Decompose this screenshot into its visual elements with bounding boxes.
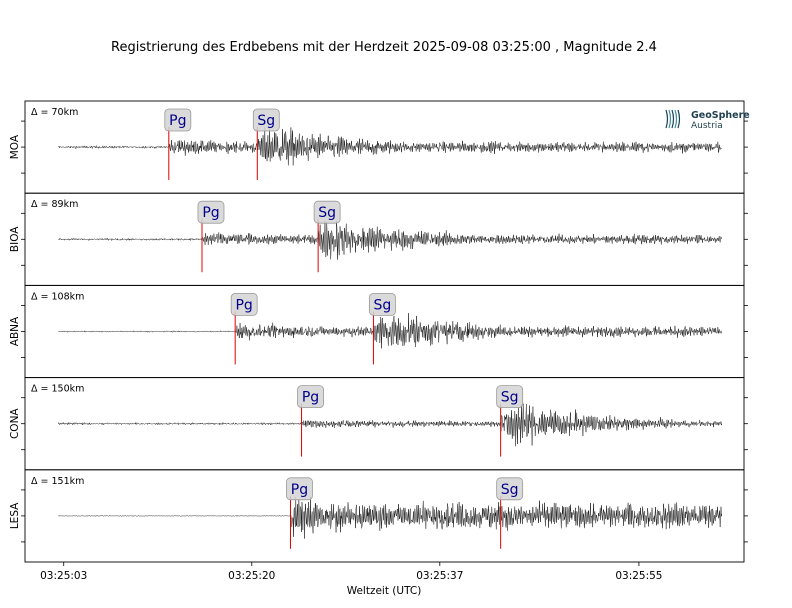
distance-label: Δ = 89km <box>31 199 78 210</box>
s-pick-label: Sg <box>374 297 392 313</box>
p-pick-box <box>297 385 324 409</box>
p-pick-box <box>286 477 313 501</box>
p-pick-box <box>230 292 258 316</box>
station-label: LESA <box>9 502 21 529</box>
station-panel-moa: MOA Δ = 70km Pg Sg <box>9 100 748 194</box>
p-pick-box <box>197 200 225 224</box>
distance-label: Δ = 108km <box>31 291 84 302</box>
x-tick-label: 03:25:20 <box>228 570 275 582</box>
chart-title: Registrierung des Erdbebens mit der Herd… <box>111 40 657 55</box>
s-pick-label: Sg <box>501 482 519 498</box>
waveform-trace <box>58 220 723 260</box>
waveform-trace <box>58 496 723 539</box>
x-tick-label: 03:25:37 <box>416 570 463 582</box>
p-pick-label: Pg <box>169 113 186 129</box>
waveform-trace <box>58 127 722 166</box>
x-tick-label: 03:25:55 <box>615 570 662 582</box>
distance-label: Δ = 70km <box>31 107 78 118</box>
s-pick-label: Sg <box>318 205 336 221</box>
p-pick-label: Pg <box>291 482 308 498</box>
p-pick-box <box>164 108 192 132</box>
distance-label: Δ = 151km <box>31 476 84 487</box>
s-pick-box <box>496 477 524 501</box>
waveform-trace <box>58 313 723 349</box>
s-pick-label: Sg <box>501 390 519 406</box>
station-panel-abna: ABNA Δ = 108km Pg Sg <box>9 284 748 379</box>
station-label: CONA <box>9 408 21 439</box>
station-panels: MOA Δ = 70km Pg Sg BIOA Δ = 89km Pg Sg ABNA Δ = 1… <box>9 100 748 563</box>
logo-wave-icon <box>671 109 675 129</box>
logo-wave-icon <box>674 109 678 129</box>
station-panel-cona: CONA Δ = 150km Pg Sg <box>9 377 748 471</box>
waveform-trace <box>57 403 723 447</box>
p-pick-label: Pg <box>235 297 252 313</box>
station-panel-bioa: BIOA Δ = 89km Pg Sg <box>9 192 748 286</box>
station-label: ABNA <box>9 316 21 346</box>
s-pick-box <box>369 292 396 316</box>
logo-wave-icon <box>668 109 672 129</box>
p-pick-label: Pg <box>302 390 319 406</box>
station-label: MOA <box>9 134 21 159</box>
logo-text-geosphere: GeoSphere <box>691 110 750 121</box>
s-pick-box <box>252 108 280 132</box>
logo-wave-icon <box>665 109 669 129</box>
x-axis-label: Weltzeit (UTC) <box>347 585 422 597</box>
p-pick-label: Pg <box>202 205 219 221</box>
station-label: BIOA <box>9 226 21 252</box>
station-panel-lesa: LESA Δ = 151km Pg Sg <box>9 469 748 563</box>
s-pick-box <box>313 200 341 224</box>
distance-label: Δ = 150km <box>31 384 84 395</box>
x-tick-label: 03:25:03 <box>40 570 87 582</box>
s-pick-label: Sg <box>257 113 275 129</box>
logo-text-austria: Austria <box>691 121 723 131</box>
s-pick-box <box>496 385 524 409</box>
x-axis: 03:25:03 03:25:20 03:25:37 03:25:55 <box>40 562 663 582</box>
logo-wave-icon <box>677 109 681 129</box>
